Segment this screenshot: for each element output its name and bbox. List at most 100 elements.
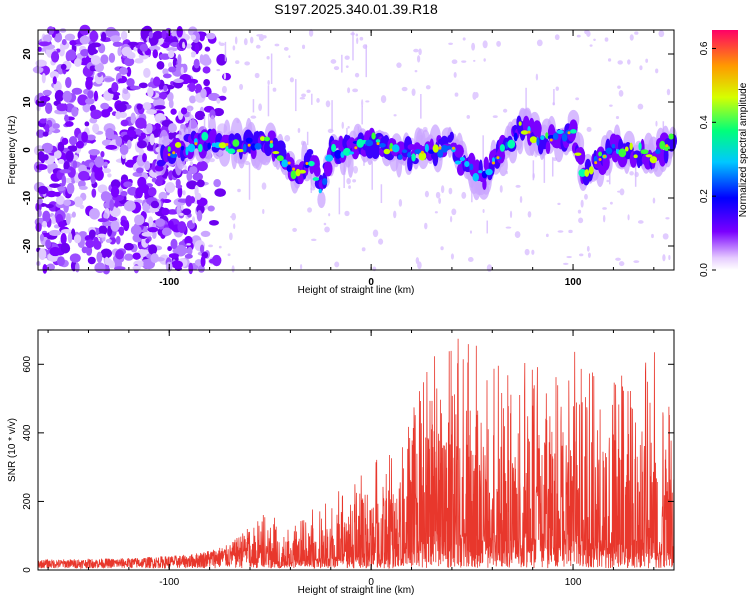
heatmap-faint-blob xyxy=(254,72,260,79)
heatmap-ridge-hot xyxy=(624,146,629,152)
heatmap-ridge-hot xyxy=(638,142,642,151)
heatmap-faint-blob xyxy=(584,29,590,35)
heatmap-noise-blob xyxy=(39,233,45,242)
heatmap-ridge-peak xyxy=(665,144,669,148)
heatmap-noise-blob xyxy=(69,253,81,263)
x-tick-label: 0 xyxy=(368,277,374,288)
heatmap-noise-blob xyxy=(82,102,91,113)
heatmap-noise-blob xyxy=(97,72,102,78)
heatmap-ridge-hot xyxy=(414,149,422,155)
heatmap-faint-blob xyxy=(639,65,643,71)
heatmap-ridge-hot xyxy=(375,139,381,143)
heatmap-faint-blob xyxy=(352,179,357,183)
heatmap-noise-blob xyxy=(142,102,152,110)
heatmap-faint-blob xyxy=(396,62,402,68)
heatmap-faint-blob xyxy=(440,185,445,194)
heatmap-noise-blob xyxy=(49,183,61,188)
heatmap-noise-blob xyxy=(84,121,90,127)
heatmap-noise-blob xyxy=(94,262,106,274)
heatmap-noise-blob xyxy=(127,41,139,46)
heatmap-ridge-hot xyxy=(649,156,658,164)
heatmap-noise-blob xyxy=(60,242,71,254)
heatmap-streak xyxy=(543,147,546,183)
heatmap-faint-blob xyxy=(627,59,631,65)
heatmap-ridge-hot xyxy=(331,143,337,153)
heatmap-faint-blob xyxy=(466,114,471,119)
heatmap-ridge-core xyxy=(407,154,413,172)
heatmap-faint-blob xyxy=(180,66,184,75)
heatmap-noise-blob xyxy=(170,238,178,250)
heatmap-faint-blob xyxy=(593,38,596,41)
heatmap-noise-blob xyxy=(135,117,147,129)
heatmap-noise-blob xyxy=(66,213,71,225)
heatmap-faint-blob xyxy=(483,58,486,62)
heatmap-faint-blob xyxy=(372,266,377,272)
heatmap-noise-blob xyxy=(135,187,144,199)
heatmap-noise-blob xyxy=(38,248,47,261)
heatmap-faint-blob xyxy=(345,65,349,68)
heatmap-ridge-hot xyxy=(640,149,649,155)
heatmap-faint-blob xyxy=(266,55,270,60)
heatmap-noise-blob xyxy=(130,225,142,236)
heatmap-faint-blob xyxy=(284,135,291,142)
heatmap-noise-blob xyxy=(168,123,177,133)
heatmap-faint-blob xyxy=(182,44,186,49)
heatmap-noise-blob xyxy=(90,42,101,48)
heatmap-faint-blob xyxy=(617,190,622,193)
heatmap-faint-blob xyxy=(502,108,508,113)
heatmap-noise-blob xyxy=(38,41,51,47)
heatmap-noise-blob xyxy=(60,228,73,234)
heatmap-faint-blob xyxy=(469,230,472,234)
heatmap-noise-blob xyxy=(199,244,205,254)
heatmap-noise-blob xyxy=(162,68,169,75)
heatmap-noise-blob xyxy=(41,142,53,153)
heatmap-noise-blob xyxy=(143,67,151,78)
heatmap-noise-blob xyxy=(53,150,62,159)
heatmap-faint-blob xyxy=(235,60,240,65)
heatmap-streak xyxy=(482,135,484,163)
heatmap-noise-blob xyxy=(37,185,48,195)
heatmap-faint-blob xyxy=(292,227,297,232)
heatmap-ridge-hot xyxy=(520,130,529,135)
heatmap-ridge-peak xyxy=(491,161,495,165)
heatmap-ridge-hot xyxy=(181,145,185,151)
heatmap-noise-blob xyxy=(118,111,128,119)
heatmap-ridge-hot xyxy=(552,132,559,141)
heatmap-noise-blob xyxy=(100,102,110,110)
y-tick-label: -10 xyxy=(22,190,33,205)
snr-ylabel: SNR (10 * v/v) xyxy=(7,418,18,482)
heatmap-streak xyxy=(361,105,363,125)
heatmap-noise-blob xyxy=(117,46,122,57)
heatmap-faint-blob xyxy=(311,238,317,242)
heatmap-faint-blob xyxy=(451,59,458,65)
heatmap-ridge-hot xyxy=(561,133,568,142)
heatmap-streak xyxy=(207,113,210,128)
heatmap-noise-blob xyxy=(175,184,183,189)
heatmap-faint-blob xyxy=(615,115,620,120)
heatmap-ridge-hot xyxy=(407,152,412,158)
heatmap-faint-blob xyxy=(418,48,422,56)
snr-frame xyxy=(37,329,675,571)
heatmap-ridge-hot xyxy=(540,135,545,140)
heatmap-ridge-hot xyxy=(485,168,493,176)
heatmap-noise-blob xyxy=(146,123,153,134)
heatmap-noise-blob xyxy=(98,225,108,236)
heatmap-noise-blob xyxy=(42,89,52,96)
heatmap-noise-blob xyxy=(130,112,136,125)
heatmap-faint-blob xyxy=(218,245,222,249)
heatmap-noise-blob xyxy=(97,184,108,194)
heatmap-faint-blob xyxy=(555,86,559,91)
heatmap-streak xyxy=(551,157,554,177)
heatmap-noise-blob xyxy=(75,140,85,149)
heatmap-faint-blob xyxy=(568,229,573,234)
heatmap-streak xyxy=(420,94,422,119)
heatmap-noise-blob xyxy=(186,170,193,182)
heatmap-noise-blob xyxy=(187,78,199,85)
heatmap-noise-blob xyxy=(154,123,161,130)
heatmap-faint-blob xyxy=(655,68,659,74)
heatmap-noise-blob xyxy=(64,33,76,41)
heatmap-faint-blob xyxy=(258,103,263,111)
heatmap-faint-blob xyxy=(179,212,184,216)
heatmap-noise-blob xyxy=(103,161,109,167)
figure-title: S197.2025.340.01.39.R18 xyxy=(274,1,438,17)
